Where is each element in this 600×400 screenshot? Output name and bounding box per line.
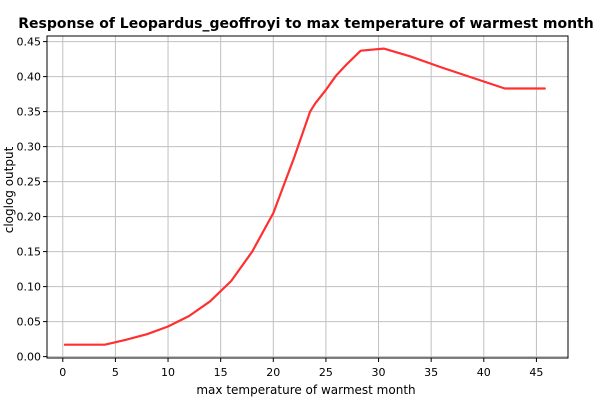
y-tick-label: 0.10 bbox=[17, 281, 42, 294]
response-curve bbox=[63, 47, 546, 346]
x-tick-label: 30 bbox=[372, 366, 386, 379]
y-tick-label: 0.15 bbox=[17, 246, 42, 259]
ticks: 0 5 10 15 20 25 30 35 40 45 0.00 0.05 0.10 0.15 0.20 0.… bbox=[17, 36, 544, 379]
x-tick-label: 40 bbox=[477, 366, 491, 379]
chart-title: Response of Leopardus_geoffroyi to max t… bbox=[18, 16, 593, 32]
x-axis-label: max temperature of warmest month bbox=[196, 383, 415, 397]
y-tick-label: 0.40 bbox=[17, 71, 42, 84]
grid bbox=[47, 36, 568, 358]
y-tick-label: 0.00 bbox=[17, 351, 42, 364]
x-tick-label: 25 bbox=[319, 366, 333, 379]
x-tick-label: 5 bbox=[112, 366, 119, 379]
y-tick-label: 0.45 bbox=[17, 36, 42, 49]
y-tick-label: 0.35 bbox=[17, 106, 42, 119]
y-tick-label: 0.25 bbox=[17, 176, 42, 189]
y-tick-label: 0.30 bbox=[17, 141, 42, 154]
x-tick-label: 35 bbox=[424, 366, 438, 379]
x-tick-label: 10 bbox=[161, 366, 175, 379]
x-tick-label: 20 bbox=[266, 366, 280, 379]
series bbox=[63, 47, 546, 346]
x-tick-label: 15 bbox=[214, 366, 228, 379]
plot-frame bbox=[46, 35, 569, 359]
x-tick-label: 0 bbox=[59, 366, 66, 379]
y-axis-label: cloglog output bbox=[2, 146, 16, 233]
y-tick-label: 0.05 bbox=[17, 316, 42, 329]
y-tick-label: 0.20 bbox=[17, 211, 42, 224]
x-tick-label: 45 bbox=[529, 366, 543, 379]
plot-area bbox=[47, 36, 568, 358]
